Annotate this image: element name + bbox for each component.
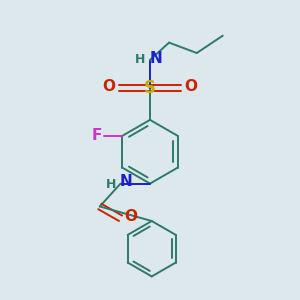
Text: O: O — [124, 209, 137, 224]
Text: O: O — [184, 80, 197, 94]
Text: S: S — [144, 79, 156, 97]
Text: H: H — [106, 178, 116, 191]
Text: H: H — [135, 53, 146, 66]
Text: O: O — [103, 80, 116, 94]
Text: N: N — [119, 174, 132, 189]
Text: F: F — [92, 128, 102, 143]
Text: N: N — [150, 51, 163, 66]
